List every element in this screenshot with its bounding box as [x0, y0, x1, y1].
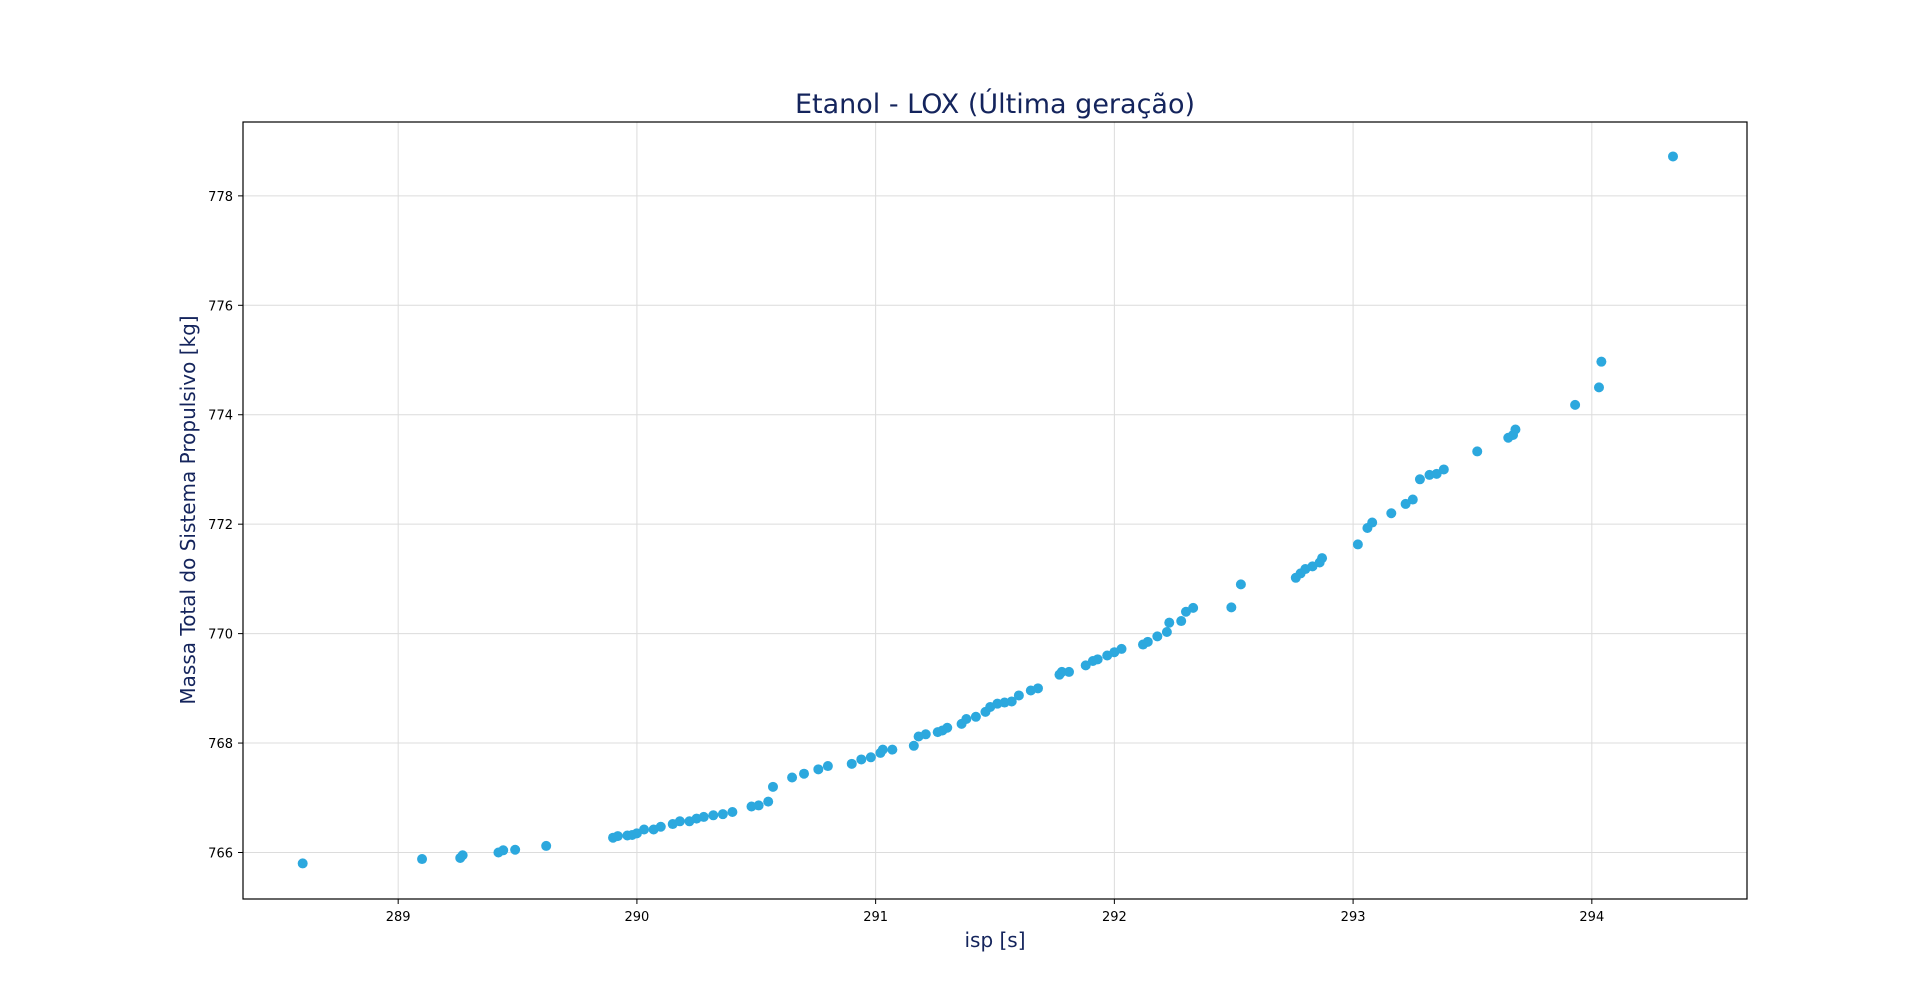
data-point [1080, 660, 1091, 671]
data-point [1226, 602, 1237, 613]
y-axis-ticks: 766 768 770 772 774 776 778 [208, 190, 243, 861]
data-point [856, 754, 867, 765]
data-point [799, 768, 810, 779]
data-point [1386, 508, 1397, 519]
data-point [1431, 468, 1442, 479]
data-point [767, 781, 778, 792]
data-point [1152, 631, 1163, 642]
data-point [541, 840, 552, 851]
y-tick-label: 766 [208, 846, 233, 861]
data-point [877, 744, 888, 755]
x-axis-ticks: 289 290 291 292 293 294 [386, 899, 1604, 925]
data-point [417, 854, 428, 865]
y-tick-label: 770 [208, 628, 233, 643]
data-point [920, 729, 931, 740]
data-point [1092, 654, 1103, 665]
x-tick-label: 291 [863, 910, 888, 925]
data-point [887, 744, 898, 755]
data-point [674, 816, 685, 827]
data-point [865, 752, 876, 763]
data-points [297, 151, 1678, 869]
data-point [1235, 579, 1246, 590]
data-point [1570, 399, 1581, 410]
data-point [1176, 616, 1187, 627]
data-point [822, 761, 833, 772]
data-point [510, 844, 521, 855]
data-point [1006, 696, 1017, 707]
x-tick-label: 293 [1341, 910, 1366, 925]
data-point [1596, 356, 1607, 367]
data-point [727, 806, 738, 817]
y-tick-label: 768 [208, 737, 233, 752]
data-point [1472, 446, 1483, 457]
data-point [787, 772, 798, 783]
data-point [297, 858, 308, 869]
data-point [813, 764, 824, 775]
data-point [457, 850, 468, 861]
data-point [1161, 626, 1172, 637]
x-axis-label: isp [s] [964, 928, 1025, 952]
data-point [942, 722, 953, 733]
x-tick-label: 294 [1579, 910, 1604, 925]
data-point [655, 821, 666, 832]
data-point [1064, 666, 1075, 677]
data-point [1116, 643, 1127, 654]
y-tick-label: 776 [208, 299, 233, 314]
data-point [698, 811, 709, 822]
data-point [1164, 617, 1175, 628]
data-point [846, 758, 857, 769]
data-point [1593, 382, 1604, 393]
data-point [1407, 494, 1418, 505]
data-point [1032, 683, 1043, 694]
data-point [961, 713, 972, 724]
y-tick-label: 778 [208, 190, 233, 205]
data-point [1056, 666, 1067, 677]
data-point [763, 796, 774, 807]
data-point [1438, 464, 1449, 475]
data-point [708, 810, 719, 821]
plot-frame [242, 121, 1748, 900]
data-point [970, 711, 981, 722]
data-point [1013, 690, 1024, 701]
data-point [1414, 474, 1425, 485]
y-tick-label: 774 [208, 409, 233, 424]
data-point [753, 800, 764, 811]
y-axis-label: Massa Total do Sistema Propulsivo [kg] [176, 315, 200, 704]
data-point [1667, 151, 1678, 162]
y-tick-label: 772 [208, 518, 233, 533]
data-point [498, 845, 509, 856]
x-tick-label: 289 [386, 910, 411, 925]
grid-lines [243, 122, 1747, 899]
data-point [612, 831, 623, 842]
data-point [717, 809, 728, 820]
data-point [908, 740, 919, 751]
x-tick-label: 290 [624, 910, 649, 925]
data-point [1510, 424, 1521, 435]
data-point [639, 824, 650, 835]
data-point [1142, 636, 1153, 647]
data-point [1352, 539, 1363, 550]
data-point [1188, 602, 1199, 613]
data-point [1367, 517, 1378, 528]
x-tick-label: 292 [1102, 910, 1127, 925]
data-point [1400, 498, 1411, 509]
chart-title: Etanol - LOX (Última geração) [795, 88, 1195, 120]
data-point [1317, 553, 1328, 564]
